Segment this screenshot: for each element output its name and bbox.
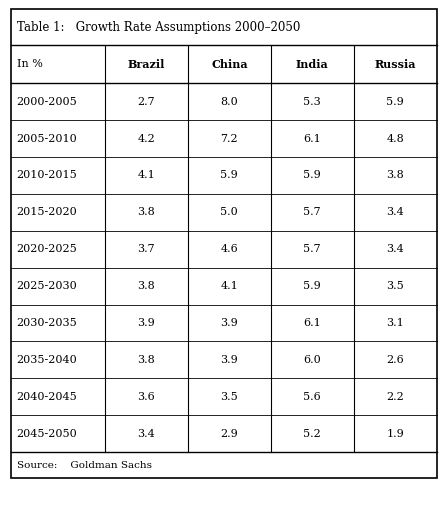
Text: 3.9: 3.9 [138,318,155,328]
Text: 4.2: 4.2 [138,134,155,143]
Text: Russia: Russia [375,59,416,70]
Text: 2030-2035: 2030-2035 [17,318,78,328]
Text: 4.6: 4.6 [220,244,238,254]
Text: 2.2: 2.2 [387,392,404,401]
Text: 3.9: 3.9 [220,355,238,365]
Text: 2010-2015: 2010-2015 [17,171,78,180]
Text: India: India [296,59,329,70]
Text: 4.8: 4.8 [387,134,404,143]
Text: 6.0: 6.0 [303,355,321,365]
Text: 2.9: 2.9 [220,429,238,438]
Text: 2015-2020: 2015-2020 [17,208,78,217]
Text: 5.7: 5.7 [303,244,321,254]
Text: 5.9: 5.9 [387,97,404,107]
Text: 3.8: 3.8 [138,355,155,365]
Text: 4.1: 4.1 [220,281,238,291]
Text: 3.8: 3.8 [387,171,404,180]
Text: 5.3: 5.3 [303,97,321,107]
Text: 8.0: 8.0 [220,97,238,107]
Text: 5.9: 5.9 [303,171,321,180]
Text: 2020-2025: 2020-2025 [17,244,78,254]
Text: 3.4: 3.4 [138,429,155,438]
Text: 2035-2040: 2035-2040 [17,355,78,365]
Text: 7.2: 7.2 [220,134,238,143]
Text: 2000-2005: 2000-2005 [17,97,78,107]
Text: 1.9: 1.9 [387,429,404,438]
Text: 2025-2030: 2025-2030 [17,281,78,291]
Text: 5.6: 5.6 [303,392,321,401]
Text: 3.8: 3.8 [138,281,155,291]
Text: 4.1: 4.1 [138,171,155,180]
Text: 6.1: 6.1 [303,134,321,143]
Text: 2005-2010: 2005-2010 [17,134,78,143]
Text: 2.7: 2.7 [138,97,155,107]
Text: 2040-2045: 2040-2045 [17,392,78,401]
Text: 6.1: 6.1 [303,318,321,328]
Text: In %: In % [17,60,43,69]
Text: 5.0: 5.0 [220,208,238,217]
Text: 3.4: 3.4 [387,208,404,217]
Text: 3.6: 3.6 [138,392,155,401]
Text: 5.9: 5.9 [220,171,238,180]
Text: Brazil: Brazil [128,59,165,70]
Text: 3.7: 3.7 [138,244,155,254]
Text: 3.9: 3.9 [220,318,238,328]
Text: 5.2: 5.2 [303,429,321,438]
Text: 5.7: 5.7 [303,208,321,217]
Text: Source:    Goldman Sachs: Source: Goldman Sachs [17,461,151,470]
Text: 3.4: 3.4 [387,244,404,254]
Text: Table 1:   Growth Rate Assumptions 2000–2050: Table 1: Growth Rate Assumptions 2000–20… [17,21,300,34]
Text: 3.1: 3.1 [387,318,404,328]
Text: 2.6: 2.6 [387,355,404,365]
Text: 3.5: 3.5 [220,392,238,401]
Text: 3.8: 3.8 [138,208,155,217]
Text: 2045-2050: 2045-2050 [17,429,78,438]
Text: China: China [211,59,248,70]
Text: 5.9: 5.9 [303,281,321,291]
Text: 3.5: 3.5 [387,281,404,291]
